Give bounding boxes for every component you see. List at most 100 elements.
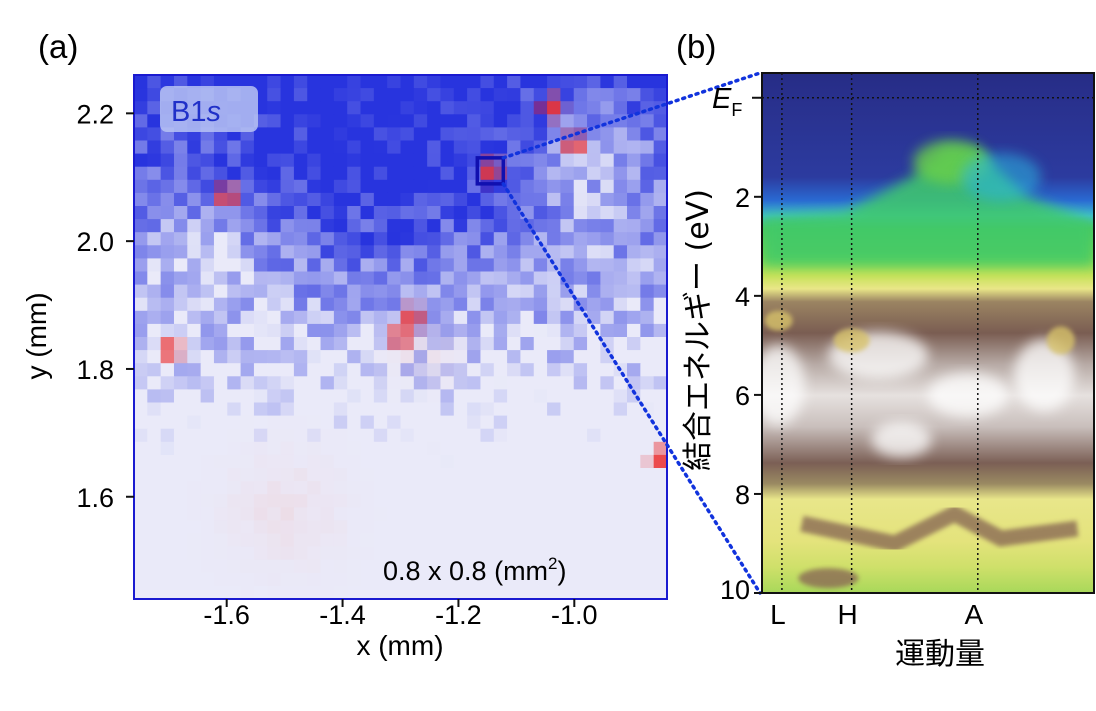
- map-cell: [533, 376, 548, 390]
- map-cell: [240, 441, 255, 456]
- map-cell: [160, 468, 175, 482]
- map-cell: [413, 101, 428, 115]
- map-cell: [627, 140, 641, 155]
- map-cell: [640, 428, 655, 443]
- map-cell: [413, 206, 428, 220]
- map-cell: [227, 428, 242, 443]
- map-cell: [213, 585, 228, 599]
- map-cell: [440, 232, 455, 246]
- map-cell: [267, 428, 282, 443]
- map-cell: [600, 88, 615, 102]
- map-cell: [600, 376, 615, 390]
- map-cell: [600, 520, 615, 535]
- map-cell: [653, 245, 667, 259]
- map-cell: [480, 206, 495, 220]
- map-cell: [267, 572, 282, 587]
- map-cell: [427, 389, 442, 404]
- map-cell: [293, 140, 308, 155]
- map-cell: [427, 232, 442, 246]
- map-cell: [480, 232, 495, 246]
- map-cell: [320, 507, 335, 521]
- map-cell: [373, 258, 388, 273]
- map-cell: [573, 101, 588, 115]
- map-cell: [333, 271, 348, 286]
- map-cell: [627, 101, 641, 115]
- map-cell: [253, 206, 268, 220]
- map-cell: [347, 350, 362, 364]
- map-cell: [573, 179, 588, 194]
- map-cell: [253, 585, 268, 599]
- map-cell: [347, 533, 362, 548]
- map-cell: [213, 284, 228, 299]
- map-cell: [520, 114, 535, 128]
- map-cell: [533, 481, 548, 495]
- map-cell: [480, 323, 495, 338]
- map-cell: [200, 232, 215, 246]
- map-cell: [413, 323, 428, 338]
- map-cell: [160, 415, 175, 430]
- map-cell: [480, 441, 495, 456]
- map-cell: [160, 454, 175, 469]
- map-cell: [253, 219, 268, 233]
- map-cell: [413, 363, 428, 377]
- map-cell: [267, 468, 282, 482]
- map-cell: [400, 271, 415, 286]
- map-cell: [560, 166, 575, 181]
- map-cell: [440, 533, 455, 548]
- map-cell: [373, 153, 388, 168]
- map-cell: [573, 468, 588, 482]
- map-cell: [173, 192, 188, 207]
- map-cell: [427, 454, 442, 469]
- map-cell: [280, 507, 295, 521]
- map-cell: [533, 284, 548, 299]
- map-cell: [613, 166, 628, 181]
- map-cell: [440, 559, 455, 574]
- map-cell: [653, 284, 667, 299]
- map-cell: [147, 507, 162, 521]
- map-cell: [547, 219, 561, 233]
- map-cell: [467, 585, 482, 599]
- intensity-blob: [871, 421, 932, 458]
- map-cell: [413, 166, 428, 181]
- map-cell: [333, 166, 348, 181]
- map-cell: [280, 323, 295, 338]
- map-cell: [333, 310, 348, 325]
- map-cell: [173, 271, 188, 286]
- map-cell: [587, 376, 601, 390]
- map-cell: [573, 114, 588, 128]
- map-cell: [520, 585, 535, 599]
- map-cell: [533, 415, 548, 430]
- map-cell: [587, 192, 601, 207]
- map-cell: [493, 441, 508, 456]
- map-cell: [293, 192, 308, 207]
- map-cell: [173, 481, 188, 495]
- map-cell: [520, 245, 535, 259]
- map-cell: [387, 546, 402, 561]
- map-cell: [173, 402, 188, 417]
- map-cell: [360, 441, 375, 456]
- map-cell: [533, 297, 548, 312]
- map-cell: [200, 441, 215, 456]
- map-cell: [160, 258, 175, 273]
- map-cell: [373, 520, 388, 535]
- valence-band: [762, 147, 1094, 267]
- map-cell: [480, 572, 495, 587]
- x-tick-label: -1.2: [435, 600, 482, 630]
- map-cell: [533, 310, 548, 325]
- map-cell: [520, 441, 535, 456]
- map-cell: [373, 114, 388, 128]
- map-cell: [307, 441, 322, 456]
- map-cell: [560, 363, 575, 377]
- map-cell: [320, 363, 335, 377]
- map-cell: [227, 166, 242, 181]
- map-cell: [493, 481, 508, 495]
- map-cell: [613, 206, 628, 220]
- map-cell: [533, 88, 548, 102]
- map-cell: [587, 441, 601, 456]
- map-cell: [347, 245, 362, 259]
- map-cell: [627, 323, 641, 338]
- map-cell: [333, 402, 348, 417]
- map-cell: [520, 166, 535, 181]
- map-cell: [453, 323, 468, 338]
- map-cell: [293, 415, 308, 430]
